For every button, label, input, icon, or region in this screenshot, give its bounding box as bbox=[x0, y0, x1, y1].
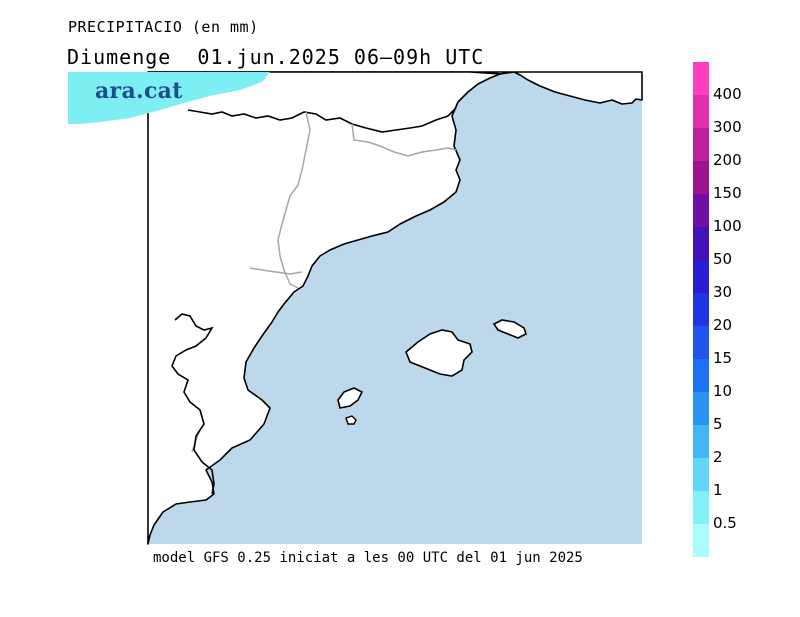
legend-swatch bbox=[693, 260, 709, 293]
model-footer: model GFS 0.25 iniciat a les 00 UTC del … bbox=[153, 550, 583, 566]
eivissa-island bbox=[337, 387, 364, 409]
legend-label: 200 bbox=[713, 151, 742, 169]
legend-swatch bbox=[693, 359, 709, 392]
legend-label: 15 bbox=[713, 349, 733, 367]
formentera-island bbox=[345, 415, 357, 425]
legend-label: 2 bbox=[713, 448, 723, 466]
legend-colorbar bbox=[693, 62, 709, 557]
legend-label: 50 bbox=[713, 250, 733, 268]
legend-swatch bbox=[693, 326, 709, 359]
west-border bbox=[171, 313, 215, 495]
legend-labels: 400 300 200 150 100 50 30 20 15 10 5 2 1 0.5 bbox=[713, 0, 773, 617]
legend-label: 150 bbox=[713, 184, 742, 202]
legend-swatch bbox=[693, 524, 709, 557]
legend-label: 0.5 bbox=[713, 514, 737, 532]
legend-swatch bbox=[693, 293, 709, 326]
internal-borders bbox=[191, 111, 457, 453]
precipitation-patch bbox=[68, 72, 270, 124]
legend-label: 1 bbox=[713, 481, 723, 499]
legend-swatch bbox=[693, 392, 709, 425]
menorca-island bbox=[492, 319, 527, 339]
legend-swatch bbox=[693, 458, 709, 491]
legend-swatch bbox=[693, 194, 709, 227]
legend-label: 30 bbox=[713, 283, 733, 301]
legend-swatch bbox=[693, 227, 709, 260]
legend-label: 5 bbox=[713, 415, 723, 433]
legend-label: 100 bbox=[713, 217, 742, 235]
mallorca-island bbox=[405, 329, 473, 377]
aracat-logo: ara.cat bbox=[95, 78, 183, 104]
legend-swatch bbox=[693, 161, 709, 194]
legend-label: 400 bbox=[713, 85, 742, 103]
legend-swatch bbox=[693, 491, 709, 524]
legend-swatch bbox=[693, 62, 709, 95]
legend-label: 20 bbox=[713, 316, 733, 334]
legend-swatch bbox=[693, 95, 709, 128]
map-title: PRECIPITACIO (en mm) bbox=[68, 18, 259, 36]
legend-swatch bbox=[693, 425, 709, 458]
land-area-main bbox=[147, 71, 501, 545]
legend-label: 10 bbox=[713, 382, 733, 400]
legend-swatch bbox=[693, 128, 709, 161]
legend-label: 300 bbox=[713, 118, 742, 136]
map-subtitle: Diumenge 01.jun.2025 06–09h UTC bbox=[67, 45, 485, 69]
france-border bbox=[187, 107, 457, 133]
